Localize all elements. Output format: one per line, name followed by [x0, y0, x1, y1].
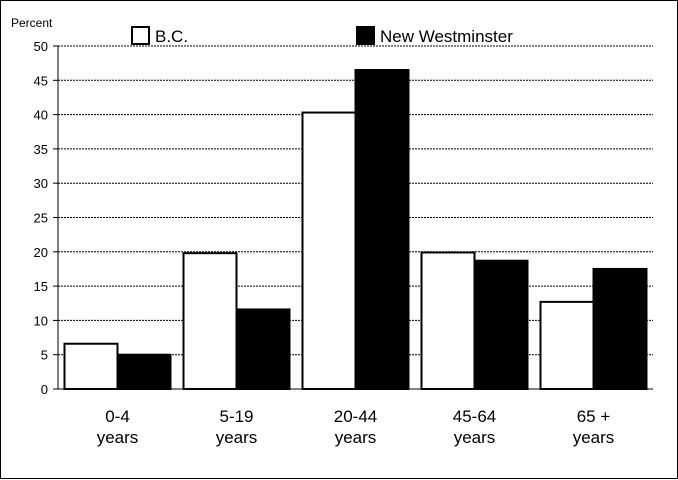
legend: B.C. New Westminster [131, 26, 513, 46]
x-axis-labels: 0-4 years 5-19 years 20-44 years 45-64 years 65 … [97, 407, 615, 447]
y-tick-label: 15 [34, 279, 48, 294]
legend-label: New Westminster [380, 27, 513, 46]
y-tick-label: 45 [34, 73, 48, 88]
x-category-label: 20-44 years [334, 407, 377, 447]
x-category-label: 65 + years [573, 407, 615, 447]
y-axis-unit-label: Percent [11, 16, 53, 30]
y-tick-label: 40 [34, 108, 48, 123]
bar-bc [420, 251, 476, 390]
y-tick-label: 35 [34, 142, 48, 157]
bar-bc [539, 300, 595, 390]
x-category-label: 45-64 years [453, 407, 496, 447]
bar-new-westminster [235, 308, 291, 391]
bar-new-westminster [354, 69, 410, 390]
y-tick-label: 5 [41, 348, 48, 363]
legend-swatch [131, 26, 150, 45]
y-tick-label: 30 [34, 176, 48, 191]
x-category-label: 0-4 years [97, 407, 139, 447]
y-tick-label: 50 [34, 39, 48, 54]
axes [57, 46, 653, 390]
bar-new-westminster [473, 259, 529, 390]
bar-bc [301, 111, 357, 391]
y-tick-label: 0 [41, 382, 48, 397]
legend-swatch [356, 26, 375, 45]
y-axis-ticks: 0 5 10 15 20 25 30 35 40 45 50 [34, 39, 58, 397]
x-category-label: 5-19 years [216, 407, 258, 447]
y-tick-label: 10 [34, 313, 48, 328]
bar-new-westminster [116, 353, 172, 391]
bar-bc [63, 342, 119, 390]
bar-bc [182, 252, 238, 390]
y-tick-label: 25 [34, 211, 48, 226]
legend-label: B.C. [155, 27, 188, 46]
bar-new-westminster [592, 267, 648, 391]
bars [63, 69, 648, 391]
y-tick-label: 20 [34, 245, 48, 260]
